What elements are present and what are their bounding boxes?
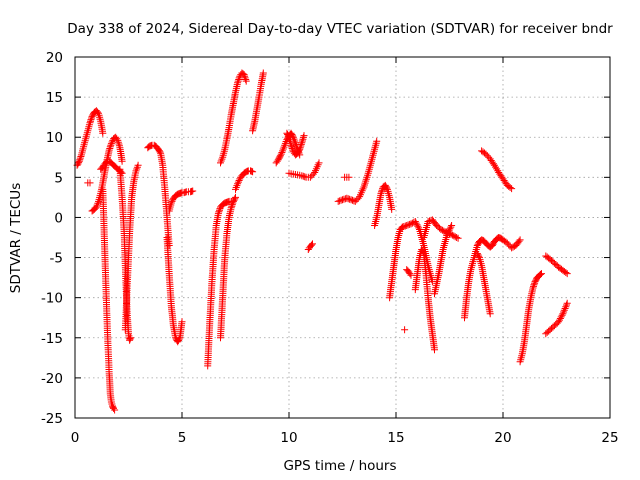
axis-ticks [74, 56, 611, 419]
x-tick-label: 5 [178, 430, 187, 446]
y-axis-tick-labels: -25 -20 -15 -10 -5 0 5 10 15 20 [41, 50, 63, 427]
series-arc-22 [371, 181, 396, 229]
series-arc-27 [411, 246, 438, 354]
y-tick-label: 0 [54, 210, 63, 226]
series-arc-19 [304, 240, 316, 253]
y-tick-label: -15 [41, 331, 63, 347]
plot-frame [74, 56, 611, 419]
series-arc-32 [473, 250, 494, 318]
series-arc-18 [285, 159, 323, 181]
series-arc-12 [217, 193, 239, 342]
y-tick-label: 5 [54, 170, 63, 186]
series-arc-31 [476, 234, 524, 252]
series-arc-6 [121, 161, 142, 334]
series-arc-34 [516, 270, 545, 366]
data-marks [73, 69, 571, 414]
series-arc-23 [386, 223, 406, 302]
series-arc-15 [249, 69, 267, 135]
y-tick-label: -10 [41, 291, 63, 307]
series-arc-1 [73, 107, 107, 169]
series-arc-9 [163, 234, 186, 346]
x-tick-label: 0 [71, 430, 80, 446]
x-tick-label: 20 [494, 430, 511, 446]
chart-title: Day 338 of 2024, Sidereal Day-to-day VTE… [67, 21, 613, 37]
series-arc-29 [431, 222, 456, 298]
x-tick-label: 15 [387, 430, 404, 446]
x-axis-tick-labels: 0 5 10 15 20 25 [71, 430, 619, 446]
series-arc-21 [341, 173, 353, 181]
series-arc-7 [84, 179, 94, 187]
y-tick-label: 15 [46, 90, 63, 106]
series-arc-33 [478, 147, 516, 193]
y-tick-label: -20 [41, 371, 63, 387]
series-arc-20 [334, 137, 381, 205]
y-tick-label: -5 [50, 251, 63, 267]
series-arc-26 [403, 266, 415, 279]
x-tick-label: 25 [601, 430, 618, 446]
series-arc-14 [232, 167, 257, 193]
series-arc-35 [542, 252, 571, 278]
series-arc-4 [99, 185, 119, 414]
series-arc-11 [204, 197, 235, 370]
series-arc-17 [283, 129, 308, 159]
y-tick-label: 10 [46, 130, 63, 146]
series-arc-8 [144, 141, 173, 249]
series-arc-10 [165, 187, 197, 215]
x-tick-label: 10 [280, 430, 297, 446]
x-axis-label: GPS time / hours [283, 458, 396, 474]
y-tick-label: 20 [46, 50, 63, 66]
y-tick-label: -25 [41, 411, 63, 427]
series-arc-25 [401, 326, 409, 334]
series-arc-36 [542, 299, 571, 338]
y-axis-label: SDTVAR / TECUs [8, 183, 24, 293]
series-arc-13 [217, 69, 250, 167]
series-arc-30 [461, 238, 483, 322]
